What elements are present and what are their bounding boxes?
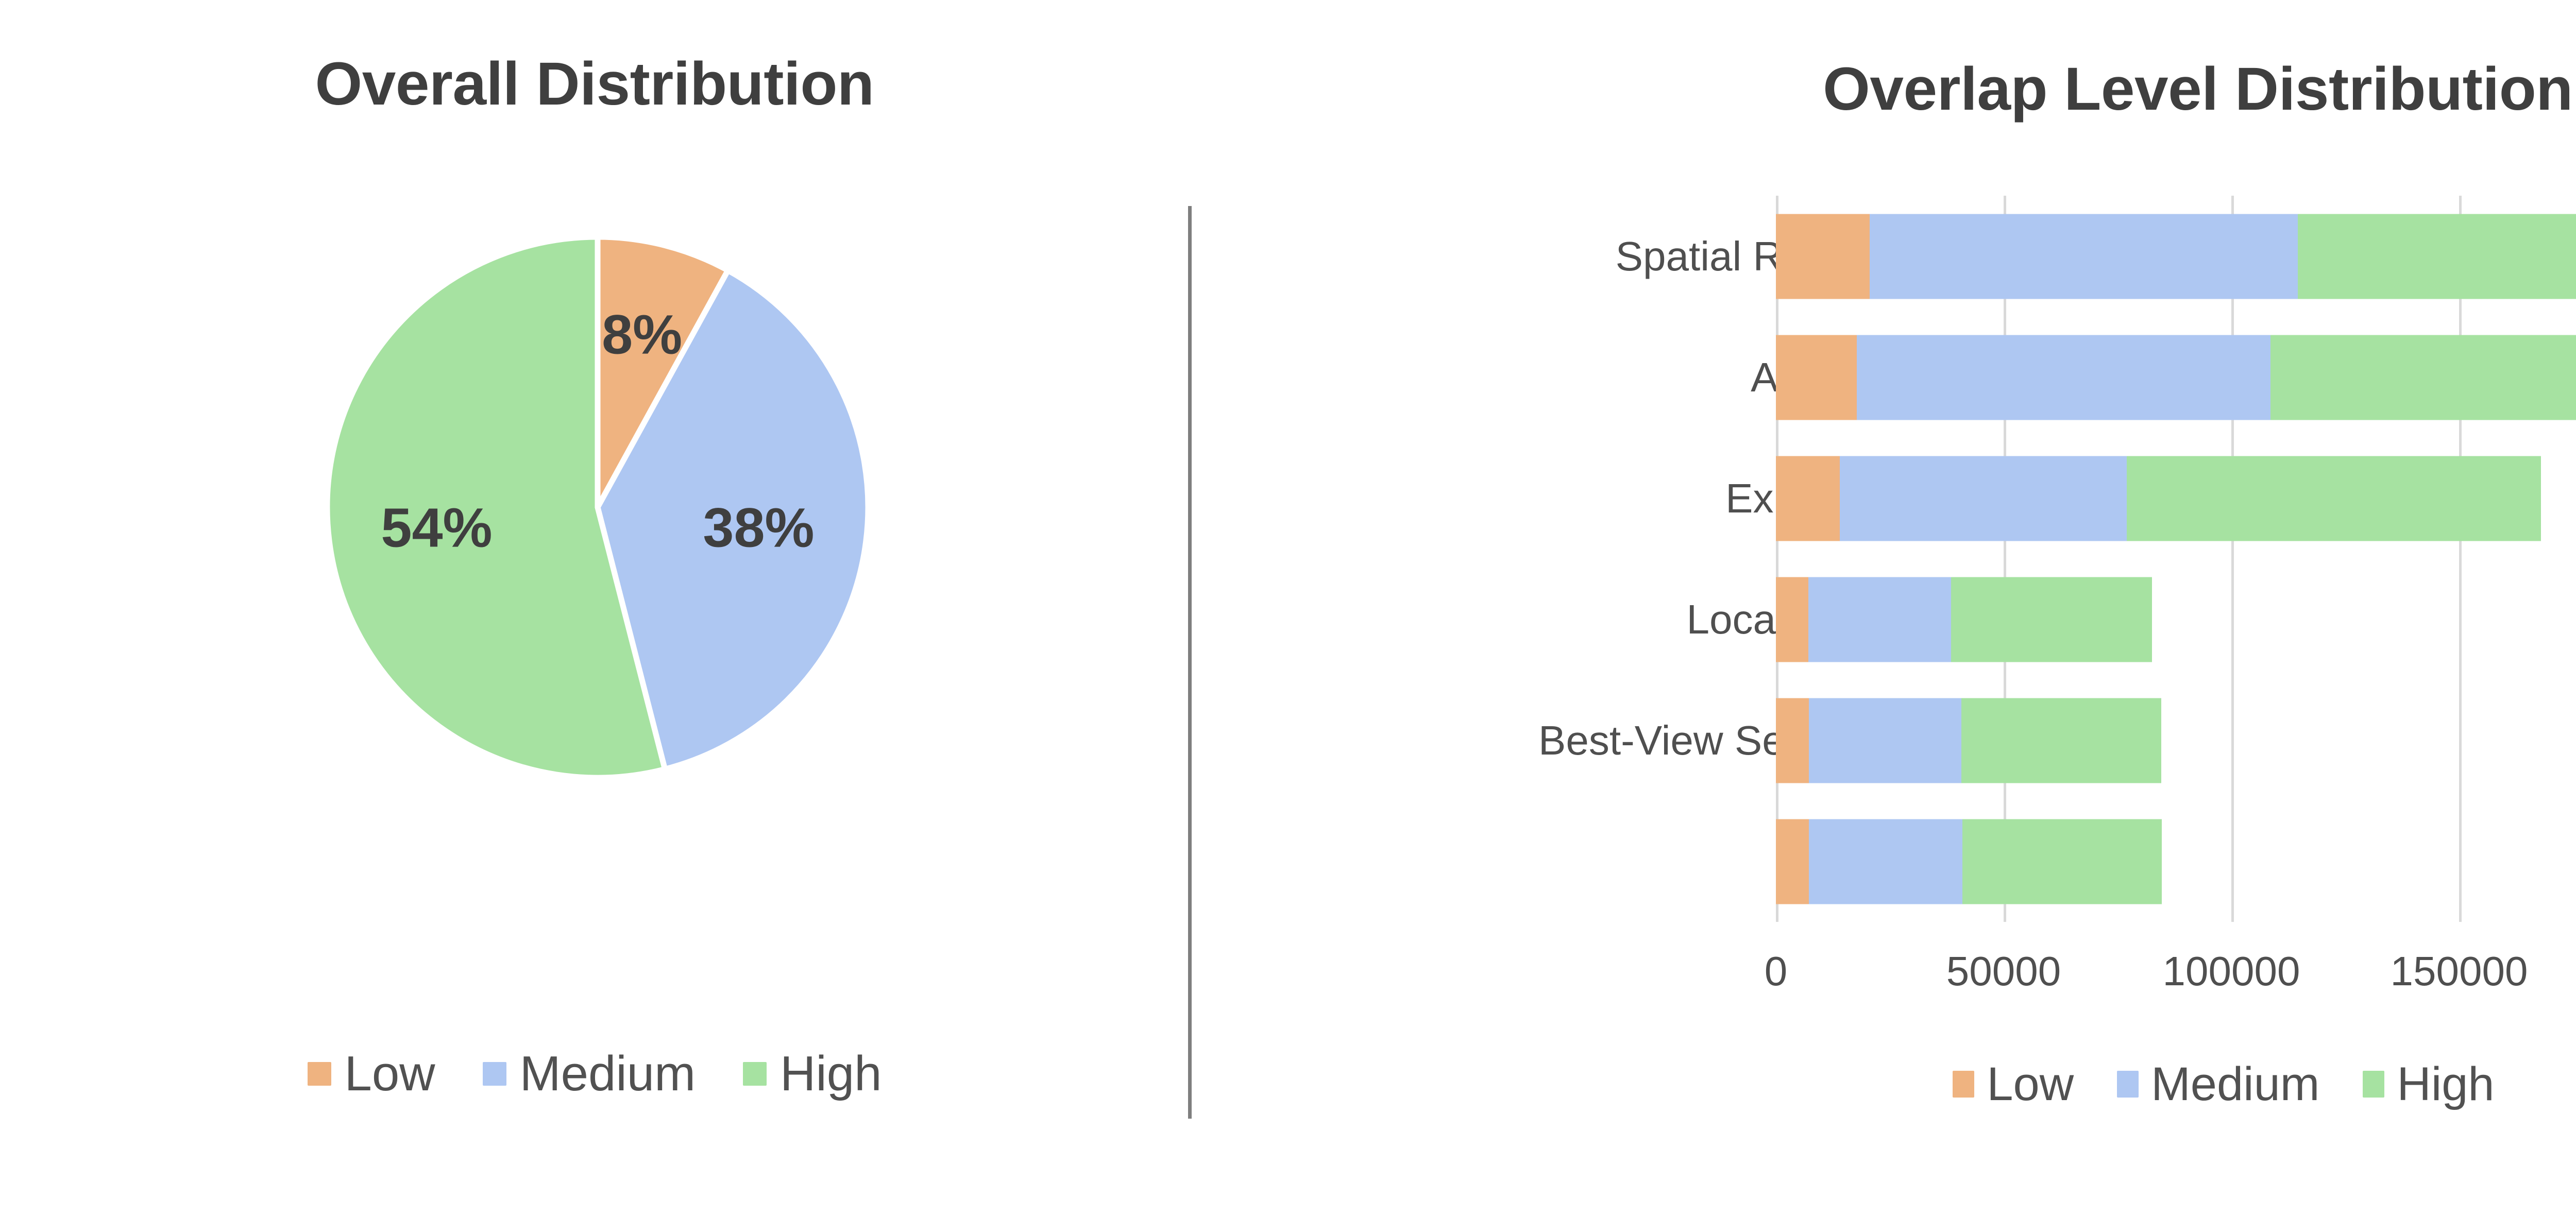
legend-label-low: Low [1987, 1057, 2074, 1110]
bar-segment-medium [1808, 577, 1952, 662]
bar-segment-medium [1857, 335, 2271, 420]
bar-row: Existence [1193, 438, 2576, 559]
x-tick-label: 0 [1764, 948, 1788, 994]
bar-segment-high [1951, 577, 2153, 662]
legend-swatch-medium-icon [2117, 1071, 2139, 1098]
gridline-150000 [2459, 196, 2462, 922]
bar-row: Attribute [1193, 317, 2576, 438]
bar-segment-medium [1839, 456, 2127, 541]
stacked-bar [1776, 819, 2576, 904]
legend-swatch-high-icon [743, 1062, 767, 1086]
stacked-bar [1776, 456, 2576, 541]
gridline-100000 [2231, 196, 2234, 922]
bar-chart-title: Overlap Level Distribution [1823, 55, 2573, 123]
bar-chart-plot-area: Spatial RelationAttributeExistenceLocali… [1193, 196, 2576, 922]
legend-label-medium: Medium [519, 1046, 696, 1101]
legend-label-high: High [2397, 1057, 2495, 1110]
legend-label-medium: Medium [2151, 1057, 2320, 1110]
stacked-bar [1776, 577, 2576, 662]
x-gridlines [1193, 196, 2576, 922]
bar-row: Spatial Relation [1193, 196, 2576, 317]
bar-segment-medium [1808, 819, 1962, 904]
x-tick-label: 150000 [2390, 948, 2528, 994]
bar-segment-low [1776, 819, 1809, 904]
bar-segment-medium [1808, 698, 1961, 783]
bar-row: Count [1193, 801, 2576, 922]
pie-slice-label-medium: 38% [703, 496, 815, 559]
legend-item-medium: Medium [2117, 1057, 2319, 1111]
gridline-50000 [2004, 196, 2006, 922]
bar-segment-low [1776, 698, 1809, 783]
stacked-bar [1776, 698, 2576, 783]
bar-segment-low [1776, 335, 1857, 420]
bar-row: Best-View Selection [1193, 680, 2576, 801]
bar-chart-legend: Low Medium High [1554, 1051, 2576, 1118]
pie-chart-graphic: 8% 38% 54% [325, 234, 871, 780]
bar-rows: Spatial RelationAttributeExistenceLocali… [1193, 196, 2576, 922]
bar-segment-high [1961, 698, 2161, 783]
pie-slice-high [325, 234, 669, 780]
pie-slice-low [595, 234, 732, 509]
legend-label-high: High [780, 1046, 882, 1101]
pie-chart-legend: Low Medium High [0, 1040, 1189, 1107]
bar-segment-low [1776, 577, 1808, 662]
legend-label-low: Low [344, 1046, 435, 1101]
x-axis-tick-labels: 050000100000150000200000250000300000 [1193, 948, 2576, 1004]
legend-item-low: Low [307, 1046, 435, 1102]
bar-segment-medium [1870, 214, 2298, 299]
legend-item-high: High [743, 1046, 882, 1102]
pie-chart-panel: Overall Distribution 8% 38% 54% Low Medi… [0, 0, 1189, 1216]
pie-slice-label-high: 54% [381, 496, 493, 559]
panel-divider [1188, 206, 1192, 1119]
bar-segment-high [2298, 214, 2576, 299]
x-tick-label: 100000 [2162, 948, 2300, 994]
x-tick-label: 50000 [1946, 948, 2061, 994]
bar-segment-high [2126, 456, 2541, 541]
legend-item-high: High [2363, 1057, 2495, 1111]
gridline-0 [1776, 196, 1778, 922]
bar-segment-low [1776, 214, 1870, 299]
legend-swatch-high-icon [2363, 1071, 2385, 1098]
legend-item-medium: Medium [482, 1046, 696, 1102]
stacked-bar [1776, 214, 2576, 299]
bar-chart-panel: Overlap Level Distribution Spatial Relat… [1193, 0, 2576, 1216]
bar-row: Localization [1193, 559, 2576, 680]
legend-item-low: Low [1953, 1057, 2074, 1111]
pie-chart-title: Overall Distribution [315, 50, 874, 118]
stacked-bar [1776, 335, 2576, 420]
pie-slice-label-low: 8% [602, 303, 683, 366]
bar-segment-high [1962, 819, 2162, 904]
legend-swatch-low-icon [307, 1062, 331, 1086]
bar-segment-low [1776, 456, 1840, 541]
bar-segment-high [2270, 335, 2576, 420]
pie-slice-medium [595, 266, 871, 773]
legend-swatch-medium-icon [482, 1062, 506, 1086]
pie-svg [325, 234, 871, 780]
legend-swatch-low-icon [1953, 1071, 1975, 1098]
